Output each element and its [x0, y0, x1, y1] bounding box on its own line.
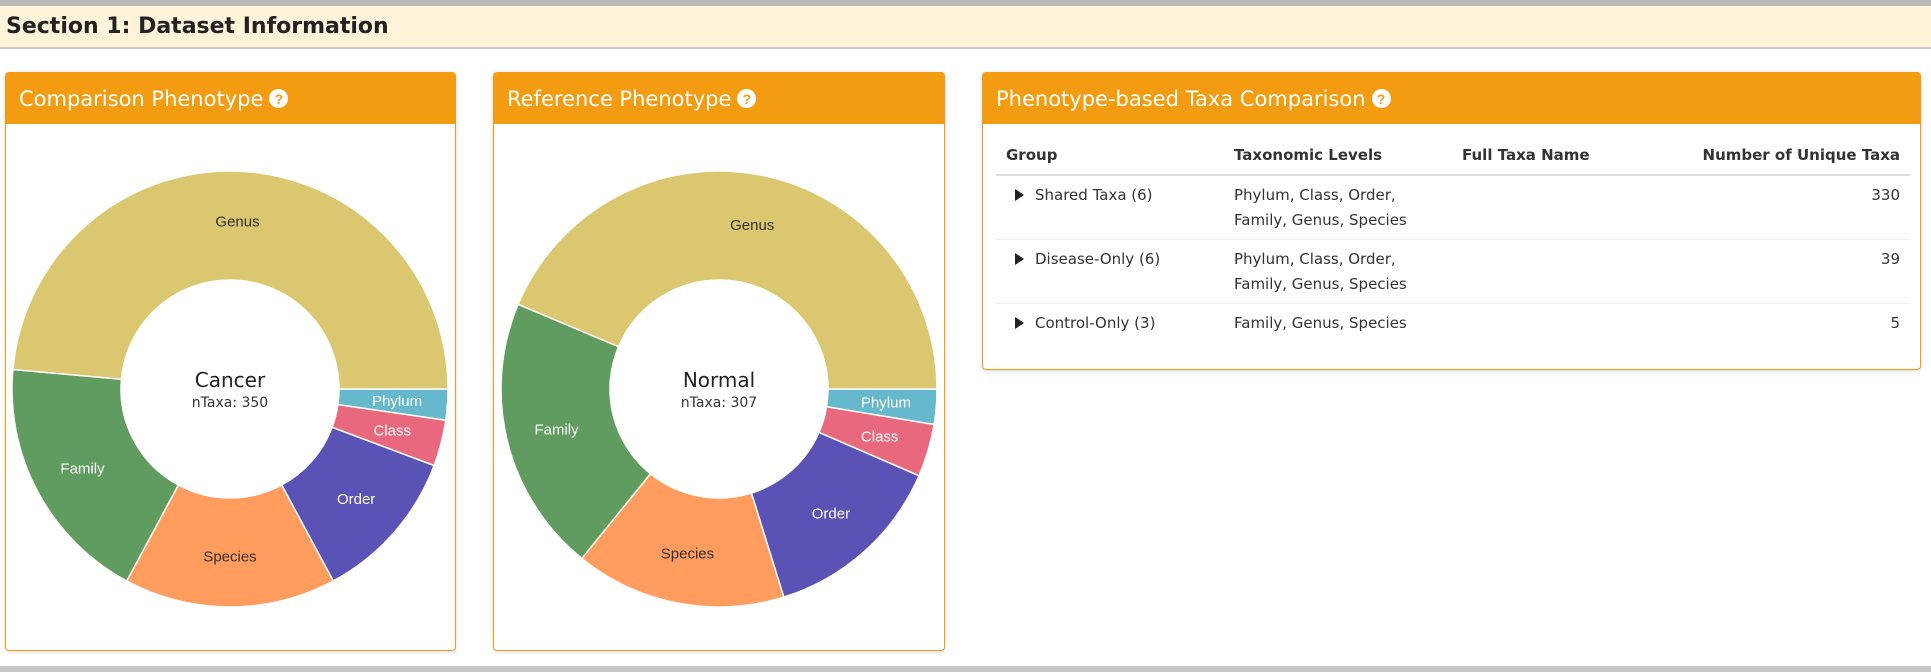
- comparison-phenotype-donut-chart: Phylum Class Order Species Family Genus Cancer…: [11, 170, 449, 608]
- full-taxa-name-cell: [1452, 304, 1680, 343]
- comparison-phenotype-title: Comparison Phenotype: [19, 86, 264, 111]
- column-header-taxonomic-levels[interactable]: Taxonomic Levels: [1224, 138, 1452, 176]
- table-row[interactable]: Disease-Only (6) Phylum, Class, Order, Fa…: [996, 239, 1910, 304]
- group-label: Disease-Only (6): [1035, 250, 1161, 268]
- slice-label-phylum: Phylum: [372, 393, 422, 410]
- slice-label-phylum: Phylum: [861, 395, 911, 412]
- levels-cell: Phylum, Class, Order, Family, Genus, Spec…: [1224, 239, 1452, 304]
- unique-taxa-count-cell: 5: [1890, 314, 1900, 332]
- taxa-comparison-header: Phenotype-based Taxa Comparison ?: [983, 73, 1920, 124]
- slice-label-class: Class: [373, 423, 411, 440]
- reference-phenotype-title: Reference Phenotype: [507, 86, 732, 111]
- group-cell[interactable]: Shared Taxa (6): [996, 175, 1224, 240]
- unique-taxa-count-cell: 330: [1680, 175, 1910, 240]
- reference-phenotype-panel: Reference Phenotype ? Phylum Class Order Sp…: [493, 72, 945, 651]
- table-row[interactable]: Shared Taxa (6) Phylum, Class, Order, Fam…: [996, 175, 1910, 240]
- expand-arrow-icon[interactable]: [1015, 189, 1024, 201]
- slice-label-family: Family: [534, 422, 579, 439]
- taxa-comparison-table: Group Taxonomic Levels Full Taxa Name Nu…: [996, 138, 1910, 342]
- donut-slice-family[interactable]: [11, 368, 180, 582]
- question-circle-icon[interactable]: ?: [1371, 89, 1391, 108]
- levels-line: Family, Genus, Species: [1234, 314, 1407, 332]
- full-taxa-name-cell: [1452, 239, 1680, 304]
- column-header-unique-taxa[interactable]: Number of Unique Taxa: [1680, 138, 1910, 176]
- slice-label-class: Class: [861, 428, 899, 445]
- levels-line: Phylum, Class, Order,: [1234, 250, 1396, 268]
- expand-arrow-icon[interactable]: [1015, 317, 1024, 329]
- comparison-phenotype-header: Comparison Phenotype ?: [6, 73, 455, 124]
- full-taxa-name-cell: [1452, 175, 1680, 240]
- slice-label-order: Order: [812, 506, 850, 523]
- slice-label-order: Order: [337, 491, 375, 508]
- levels-cell: Phylum, Class, Order, Family, Genus, Spec…: [1224, 175, 1452, 240]
- question-circle-icon[interactable]: ?: [269, 89, 289, 108]
- donut-slice-genus[interactable]: [12, 170, 449, 390]
- comparison-phenotype-panel: Comparison Phenotype ? Phylum Class Order S…: [5, 72, 456, 651]
- slice-label-species: Species: [661, 546, 714, 563]
- donut-slice-genus[interactable]: [517, 170, 938, 390]
- table-row[interactable]: Control-Only (3) Family, Genus, Species …: [996, 304, 1910, 343]
- donut-center-label: Cancer: [195, 368, 266, 392]
- levels-line: Family, Genus, Species: [1234, 211, 1407, 229]
- table-header-row: Group Taxonomic Levels Full Taxa Name Nu…: [996, 138, 1910, 176]
- section-title: Section 1: Dataset Information: [6, 14, 389, 39]
- column-header-group[interactable]: Group: [996, 138, 1224, 176]
- donut-center-label: Normal: [683, 368, 755, 392]
- unique-taxa-count-cell: 39: [1680, 239, 1910, 304]
- donut-center-count: nTaxa: 307: [681, 395, 757, 411]
- slice-label-genus: Genus: [730, 217, 774, 234]
- bottom-border: [0, 666, 1931, 672]
- group-cell[interactable]: Control-Only (3): [996, 304, 1224, 343]
- slice-label-genus: Genus: [215, 214, 259, 231]
- donut-center-count: nTaxa: 350: [192, 395, 268, 411]
- donut-slice-species[interactable]: [125, 483, 335, 608]
- group-label: Control-Only (3): [1035, 314, 1156, 332]
- slice-label-species: Species: [203, 549, 256, 566]
- taxa-comparison-panel: Phenotype-based Taxa Comparison ? Group …: [982, 72, 1921, 370]
- levels-line: Family, Genus, Species: [1234, 275, 1407, 293]
- question-circle-icon[interactable]: ?: [737, 89, 757, 108]
- donut-slice-order[interactable]: [750, 431, 920, 599]
- expand-arrow-icon[interactable]: [1015, 253, 1024, 265]
- reference-phenotype-header: Reference Phenotype ?: [494, 73, 944, 124]
- taxa-comparison-title: Phenotype-based Taxa Comparison: [996, 86, 1366, 111]
- section-header: Section 1: Dataset Information: [0, 0, 1931, 49]
- slice-label-family: Family: [60, 460, 105, 477]
- donut-slice-species[interactable]: [580, 472, 785, 608]
- levels-cell: Family, Genus, Species: [1224, 304, 1452, 343]
- dataset-info-content: Comparison Phenotype ? Phylum Class Order S…: [0, 49, 1931, 666]
- column-header-full-taxa-name[interactable]: Full Taxa Name: [1452, 138, 1680, 176]
- reference-phenotype-donut-chart: Phylum Class Order Species Family Genus Normal…: [500, 170, 938, 608]
- donut-slice-family[interactable]: [500, 303, 652, 560]
- group-cell[interactable]: Disease-Only (6): [996, 239, 1224, 304]
- group-label: Shared Taxa (6): [1035, 186, 1153, 204]
- levels-line: Phylum, Class, Order,: [1234, 186, 1396, 204]
